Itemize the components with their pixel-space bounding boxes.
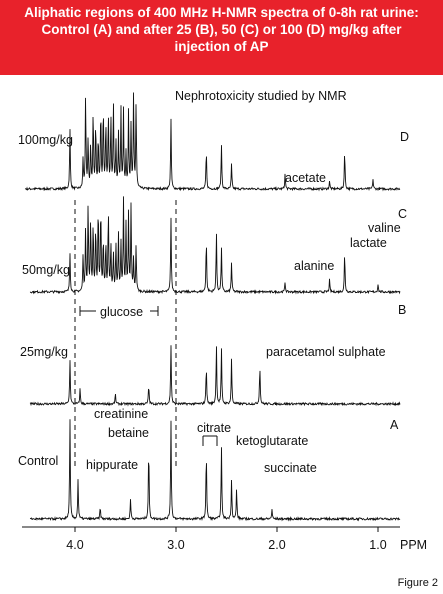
label: A (390, 418, 399, 432)
label: D (400, 130, 409, 144)
label: ketoglutarate (236, 434, 308, 448)
spectrum (29, 345, 401, 407)
header: Aliphatic regions of 400 MHz H-NMR spect… (0, 0, 443, 75)
spectrum (29, 196, 401, 295)
tick-label: 3.0 (167, 538, 184, 552)
label: lactate (350, 236, 387, 250)
tick-label: 4.0 (66, 538, 83, 552)
spectrum (24, 92, 401, 192)
label: alanine (294, 259, 334, 273)
label: succinate (264, 461, 317, 475)
label: C (398, 207, 407, 221)
label: glucose (100, 305, 143, 319)
header-line: Control (A) and after 25 (B), 50 (C) or … (41, 22, 402, 37)
label: 25mg/kg (20, 345, 68, 359)
label: 100mg/kg (18, 133, 73, 147)
label: citrate (197, 421, 231, 435)
label: creatinine (94, 407, 148, 421)
label: betaine (108, 426, 149, 440)
tick-label: 2.0 (268, 538, 285, 552)
axis-unit: PPM (400, 538, 427, 552)
label: acetate (285, 171, 326, 185)
bracket (202, 435, 218, 446)
figure-title: Nephrotoxicity studied by NMR (175, 89, 347, 103)
header-line: injection of AP (174, 39, 269, 54)
label: B (398, 303, 406, 317)
label: paracetamol sulphate (266, 345, 386, 359)
spectra (24, 92, 401, 522)
header-line: Aliphatic regions of 400 MHz H-NMR spect… (24, 5, 419, 20)
label: hippurate (86, 458, 138, 472)
bracket (79, 306, 159, 316)
spectrum (29, 419, 401, 522)
caption: Figure 2 (398, 577, 438, 589)
label: valine (368, 221, 401, 235)
label: 50mg/kg (22, 263, 70, 277)
tick-label: 1.0 (369, 538, 386, 552)
label: Control (18, 454, 58, 468)
